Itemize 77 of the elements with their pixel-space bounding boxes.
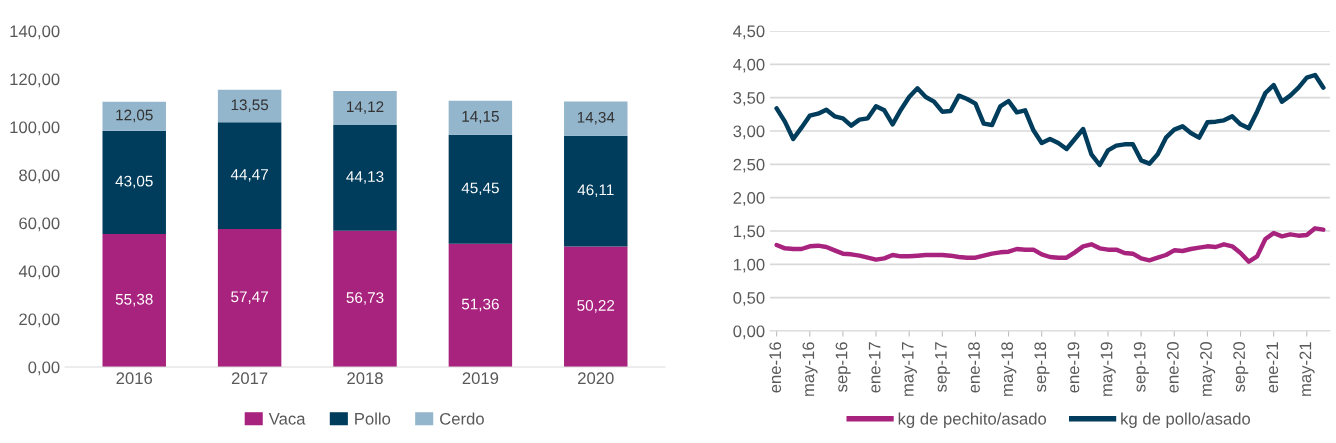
- data-label: 14,12: [347, 101, 384, 114]
- x-tick-label: sep-16: [835, 342, 851, 392]
- y-tick-label: 4,00: [733, 58, 765, 73]
- legend-label: Vaca: [268, 413, 306, 425]
- y-tick-label: 0,50: [733, 292, 765, 306]
- x-tick-label: ene-16: [769, 342, 782, 393]
- x-tick-label: 2017: [231, 372, 268, 385]
- y-tick-label: 80,00: [19, 169, 60, 184]
- x-tick-label: may-21: [1299, 342, 1315, 396]
- bar: [333, 91, 397, 125]
- data-label: 57,47: [231, 291, 268, 304]
- x-tick-label: may-19: [1100, 342, 1116, 396]
- data-label: 43,05: [115, 175, 153, 189]
- y-tick-label: 20,00: [19, 313, 60, 328]
- data-label: 56,73: [346, 292, 384, 305]
- data-label: 14,15: [462, 111, 499, 124]
- bar: [564, 246, 628, 367]
- data-label: 12,05: [116, 109, 153, 123]
- y-tick-label: 2,50: [733, 158, 765, 173]
- x-tick-label: ene-19: [1067, 342, 1080, 393]
- y-tick-label: 1,50: [733, 225, 765, 240]
- y-tick-label: 60,00: [19, 217, 60, 232]
- line-series: [774, 72, 1326, 168]
- x-tick-label: sep-19: [1133, 342, 1149, 392]
- y-tick-label: 0,00: [28, 361, 60, 376]
- x-tick-label: may-20: [1200, 342, 1216, 396]
- y-tick-label: 140,00: [10, 25, 60, 40]
- data-label: 50,22: [577, 300, 615, 313]
- y-tick-label: 100,00: [10, 121, 60, 136]
- bar: [102, 101, 166, 131]
- bar: [564, 101, 628, 136]
- x-tick-label: 2018: [347, 372, 383, 385]
- bar: [102, 130, 166, 235]
- x-tick-label: 2020: [578, 372, 614, 385]
- bar: [448, 134, 513, 244]
- x-tick-label: may-16: [802, 342, 818, 396]
- x-tick-label: ene-18: [968, 342, 980, 393]
- data-label: 14,34: [577, 111, 615, 125]
- bar: [102, 234, 166, 367]
- bar: [217, 122, 282, 230]
- x-tick-label: may-17: [902, 342, 917, 396]
- bar: [448, 243, 513, 367]
- y-tick-label: 2,00: [733, 192, 765, 206]
- y-tick-label: 0,00: [733, 325, 765, 340]
- y-tick-label: 120,00: [10, 73, 60, 88]
- x-tick-label: may-18: [1001, 342, 1017, 396]
- y-tick-label: 3,50: [733, 92, 765, 106]
- legend-label: Cerdo: [440, 412, 484, 425]
- y-tick-label: 1,00: [733, 258, 765, 273]
- bar: [333, 230, 397, 367]
- x-tick-label: 2019: [462, 372, 499, 385]
- data-label: 44,47: [230, 169, 268, 182]
- bar: [564, 135, 628, 247]
- x-tick-label: sep-18: [1034, 342, 1050, 392]
- bar: [217, 229, 282, 367]
- x-tick-label: ene-20: [1166, 342, 1179, 393]
- y-tick-label: 40,00: [18, 265, 60, 280]
- line-series: [774, 226, 1326, 264]
- legend-label: Pollo: [355, 412, 391, 425]
- bar: [217, 89, 282, 123]
- data-label: 51,36: [461, 298, 499, 312]
- x-tick-label: 2016: [116, 372, 153, 385]
- data-label: 46,11: [577, 184, 614, 198]
- data-label: 44,13: [346, 171, 384, 184]
- bar: [448, 100, 513, 135]
- y-tick-label: 3,00: [733, 125, 765, 140]
- x-tick-label: ene-17: [868, 342, 881, 393]
- legend-label: kg de pollo/asado: [1121, 412, 1251, 428]
- data-label: 13,55: [231, 99, 269, 112]
- data-label: 45,45: [461, 182, 499, 196]
- legend-label: kg de pechito/asado: [898, 412, 1047, 428]
- x-tick-label: sep-17: [935, 342, 951, 392]
- x-tick-label: ene-21: [1266, 342, 1279, 393]
- x-tick-label: sep-20: [1233, 342, 1249, 392]
- y-tick-label: 4,50: [733, 25, 765, 40]
- bar: [333, 124, 397, 231]
- data-label: 55,38: [115, 293, 153, 307]
